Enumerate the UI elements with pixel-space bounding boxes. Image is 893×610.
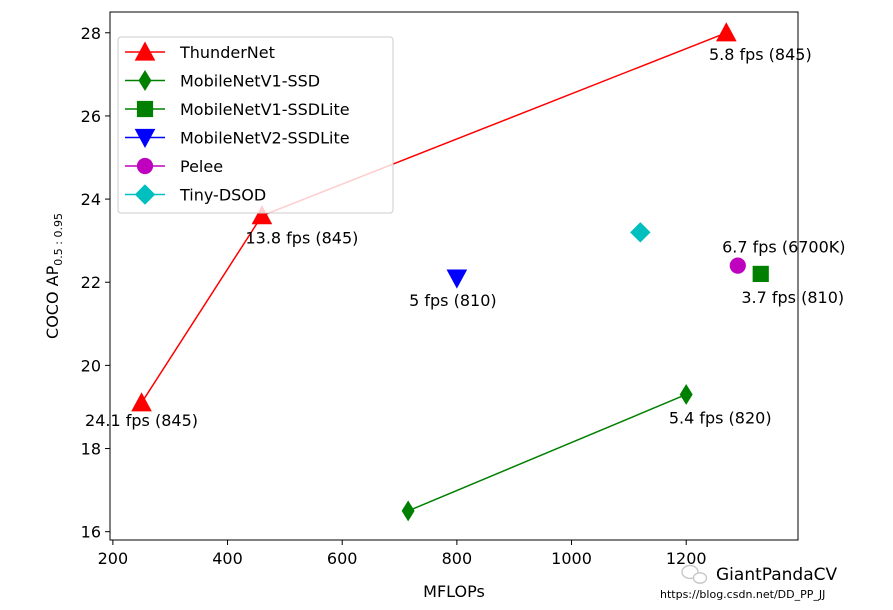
- mobilenetv1-ssdlite-point-label-0: 3.7 fps (810): [741, 288, 844, 307]
- point-labels: 24.1 fps (845) 13.8 fps (845) 5.8 fps (845…: [85, 45, 845, 430]
- mobilenetv2-ssdlite-point-label-0: 5 fps (810): [409, 291, 497, 310]
- y-tick-label-18: 18: [81, 440, 101, 459]
- tiny-dsod-point-0: [630, 222, 651, 243]
- y-tick-label-26: 26: [81, 107, 101, 126]
- thundernet-point-label-2: 5.8 fps (845): [709, 45, 812, 64]
- mobilenetv1-ssd-point-1: [679, 384, 693, 405]
- y-axis-label-subscript: 0.5 : 0.95: [52, 213, 65, 266]
- pelee-point-label-0: 6.7 fps (6700K): [722, 238, 845, 257]
- x-tick-label-400: 400: [212, 549, 243, 568]
- legend-label-mobilenetv2-ssdlite: MobileNetV2-SSDLite: [180, 129, 350, 148]
- pelee-point-0: [729, 257, 746, 274]
- legend-label-pelee: Pelee: [180, 157, 223, 176]
- y-axis-ticks: 16 18 20 22 24 26 28: [81, 24, 110, 542]
- x-tick-label-1000: 1000: [551, 549, 592, 568]
- watermark-url: https://blog.csdn.net/DD_PP_JJ: [660, 588, 825, 601]
- thundernet-point-1: [251, 205, 273, 225]
- legend-label-thundernet: ThunderNet: [179, 43, 275, 62]
- plot-frame: [109, 11, 799, 541]
- legend-label-mobilenetv1-ssdlite: MobileNetV1-SSDLite: [180, 100, 350, 119]
- legend-marker-mobilenetv2-ssdlite: [134, 128, 156, 149]
- legend-label-tiny-dsod: Tiny-DSOD: [179, 186, 266, 205]
- legend-entries: ThunderNet MobileNetV1-SSD MobileNetV1-SSD…: [125, 41, 350, 205]
- x-axis-label: MFLOPs: [423, 582, 485, 601]
- y-tick-label-22: 22: [81, 273, 101, 292]
- mobilenetv1-ssd-point-0: [401, 500, 415, 522]
- x-tick-label-1200: 1200: [666, 549, 707, 568]
- watermark-text: GiantPandaCV: [716, 565, 838, 585]
- mobilenetv1-ssdlite-point-0: [752, 265, 769, 283]
- x-tick-label-800: 800: [442, 549, 473, 568]
- y-tick-label-24: 24: [81, 190, 101, 209]
- legend-marker-pelee: [136, 157, 154, 175]
- thundernet-point-label-0: 24.1 fps (845): [85, 411, 198, 430]
- series-markers: [131, 22, 769, 522]
- legend-marker-thundernet: [134, 41, 156, 61]
- y-tick-label-16: 16: [81, 523, 101, 542]
- legend-label-mobilenetv1-ssd: MobileNetV1-SSD: [180, 72, 320, 91]
- legend-box: [117, 36, 394, 214]
- legend-marker-mobilenetv1-ssd: [138, 70, 152, 91]
- legend: ThunderNet MobileNetV1-SSD MobileNetV1-SSD…: [117, 36, 394, 214]
- legend-marker-mobilenetv1-ssdlite: [136, 100, 154, 118]
- mobilenetv1-ssd-line: [407, 393, 687, 512]
- legend-marker-tiny-dsod: [134, 184, 156, 205]
- y-axis-label: COCO AP0.5 : 0.95: [43, 213, 65, 339]
- x-axis-ticks: 200 400 600 800 1000 1200: [98, 540, 707, 568]
- x-tick-label-200: 200: [98, 549, 129, 568]
- x-tick-label-600: 600: [327, 549, 358, 568]
- mobilenetv1-ssd-point-label-1: 5.4 fps (820): [669, 408, 772, 427]
- mobilenetv2-ssdlite-point-0: [446, 269, 468, 289]
- y-tick-label-20: 20: [81, 356, 101, 375]
- thundernet-point-2: [715, 22, 737, 42]
- thundernet-point-0: [131, 392, 152, 412]
- wechat-icon: [681, 564, 708, 584]
- thundernet-point-label-1: 13.8 fps (845): [245, 229, 358, 248]
- watermark: GiantPandaCV https://blog.csdn.net/DD_PP…: [660, 564, 838, 601]
- y-tick-label-28: 28: [81, 24, 101, 43]
- y-axis-label-main: COCO AP: [43, 265, 62, 339]
